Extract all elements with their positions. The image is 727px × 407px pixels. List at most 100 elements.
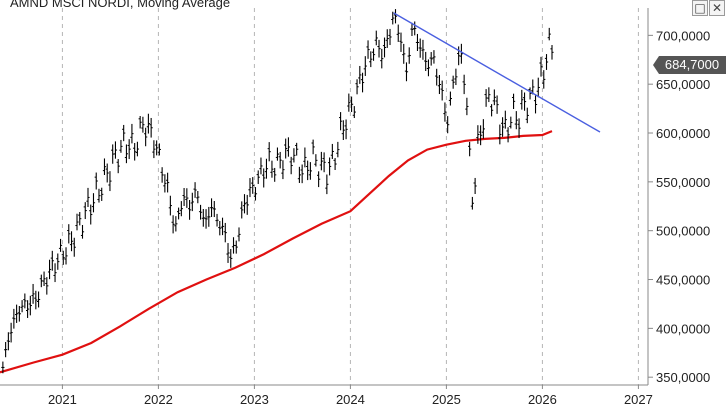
price-bar xyxy=(520,89,524,110)
maximize-button[interactable]: □ xyxy=(692,0,708,16)
price-bar xyxy=(525,107,529,124)
price-bar xyxy=(459,43,463,64)
price-bar xyxy=(484,89,488,107)
price-bar xyxy=(347,93,351,112)
x-tick-label: 2022 xyxy=(144,392,173,407)
price-bar xyxy=(149,117,153,138)
price-bar xyxy=(12,308,16,329)
trendline[interactable] xyxy=(393,12,601,133)
moving-average-layer xyxy=(0,130,553,374)
price-bar xyxy=(242,194,247,214)
close-button[interactable]: ✕ xyxy=(709,0,725,16)
price-bar xyxy=(544,54,549,70)
price-bar xyxy=(443,102,447,122)
price-bar xyxy=(122,124,126,142)
price-bar xyxy=(141,116,145,133)
price-bar xyxy=(281,160,285,180)
price-bar xyxy=(23,293,27,309)
price-bar xyxy=(429,52,433,66)
price-bar xyxy=(45,277,49,295)
price-bar xyxy=(256,170,260,184)
price-bar xyxy=(157,143,161,156)
price-bar xyxy=(284,138,288,159)
price-bar xyxy=(248,178,252,198)
price-bar xyxy=(47,259,52,280)
price-bar xyxy=(50,250,54,271)
price-bar xyxy=(174,216,178,232)
price-bar xyxy=(207,206,211,227)
x-tick-label: 2026 xyxy=(528,392,557,407)
price-bar xyxy=(363,56,367,76)
price-bar xyxy=(28,295,32,316)
price-bar xyxy=(426,59,431,77)
price-bar xyxy=(240,201,244,219)
price-bar xyxy=(473,177,477,194)
price-bar xyxy=(308,162,312,180)
close-icon: ✕ xyxy=(711,1,723,15)
price-bar xyxy=(388,28,392,46)
price-bar xyxy=(42,271,46,287)
last-price-label: 684,7000 xyxy=(665,57,719,72)
chart-title: AMND MSCI NORDI, Moving Average xyxy=(10,0,230,10)
price-bar xyxy=(17,306,21,322)
price-bar xyxy=(303,147,307,168)
price-bar xyxy=(171,215,175,234)
price-bar xyxy=(536,77,540,98)
price-bar xyxy=(155,140,159,156)
price-bar xyxy=(317,171,321,188)
y-tick-label: 450,0000 xyxy=(656,273,710,288)
price-bar xyxy=(160,167,164,183)
price-bar xyxy=(506,127,510,143)
price-bar xyxy=(124,144,129,164)
x-tick-label: 2023 xyxy=(240,392,269,407)
price-bar xyxy=(108,171,112,192)
price-bar xyxy=(75,213,79,231)
price-bar xyxy=(264,158,269,179)
price-bar xyxy=(377,39,381,58)
price-bar xyxy=(130,123,134,144)
price-bar xyxy=(424,51,428,71)
trendline-layer xyxy=(393,12,601,133)
price-bar xyxy=(53,263,57,283)
price-bar xyxy=(470,196,474,210)
price-bar xyxy=(220,217,225,236)
price-bar xyxy=(349,96,354,112)
price-bar xyxy=(102,158,107,176)
y-tick-label: 700,0000 xyxy=(656,28,710,43)
price-bar xyxy=(127,139,131,160)
price-bar xyxy=(100,187,104,201)
price-bar xyxy=(61,250,65,265)
price-bar xyxy=(182,187,186,206)
price-bar xyxy=(275,147,280,161)
price-bar xyxy=(292,148,296,163)
maximize-icon: □ xyxy=(694,1,706,15)
price-bar xyxy=(190,192,194,212)
price-bar xyxy=(338,112,343,131)
price-bar xyxy=(253,187,258,201)
price-bar xyxy=(135,141,140,157)
price-bar xyxy=(495,95,499,114)
price-bar xyxy=(448,91,453,106)
price-bar xyxy=(333,158,337,170)
y-tick-label: 350,0000 xyxy=(656,370,710,385)
price-bar xyxy=(144,127,148,147)
y-tick-label: 650,0000 xyxy=(656,77,710,92)
price-bar xyxy=(374,30,378,46)
price-bar xyxy=(319,151,323,171)
y-tick-label: 600,0000 xyxy=(656,126,710,141)
price-bar xyxy=(218,220,222,236)
grid-lines xyxy=(61,8,639,385)
price-bar xyxy=(58,238,63,252)
price-bar xyxy=(550,45,554,60)
price-bar xyxy=(72,237,76,257)
price-bar xyxy=(69,231,74,252)
price-bar xyxy=(391,11,395,25)
price-bar xyxy=(286,137,291,157)
price-bar xyxy=(91,193,96,213)
price-bar xyxy=(300,164,304,184)
price-bar xyxy=(34,290,38,310)
price-bar xyxy=(20,300,24,313)
price-bar xyxy=(440,80,444,101)
x-tick-label: 2021 xyxy=(48,392,77,407)
price-bar xyxy=(479,125,483,146)
